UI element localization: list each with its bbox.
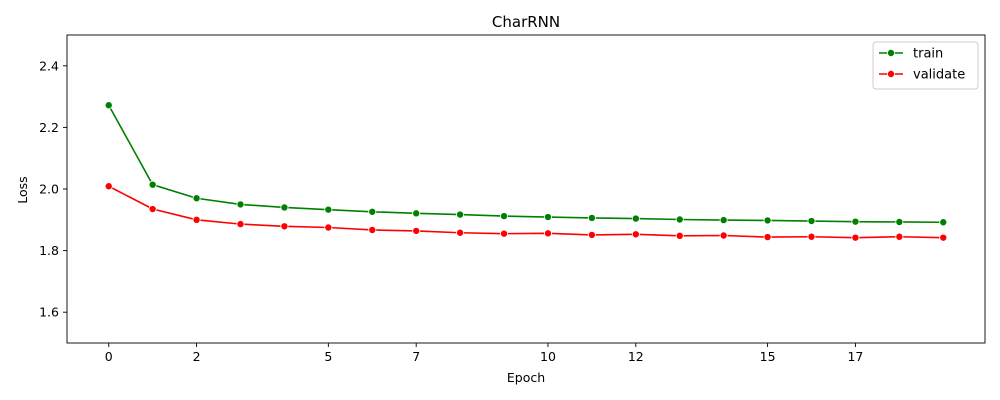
x-tick-label: 2 [193, 349, 201, 364]
data-point-train [631, 214, 640, 223]
y-axis-label: Loss [15, 176, 30, 203]
data-point-validate [456, 228, 465, 237]
data-point-validate [324, 223, 333, 232]
data-point-train [236, 200, 245, 209]
data-point-validate [895, 232, 904, 241]
data-point-train [412, 209, 421, 218]
data-point-train [587, 213, 596, 222]
data-point-validate [631, 230, 640, 239]
x-tick-label: 15 [760, 349, 776, 364]
data-point-train [324, 205, 333, 214]
data-point-train [456, 210, 465, 219]
data-point-train [500, 212, 509, 221]
data-point-train [807, 217, 816, 226]
data-point-validate [675, 231, 684, 240]
x-tick-label: 10 [540, 349, 556, 364]
x-axis-label: Epoch [507, 370, 545, 385]
y-tick-label: 2.0 [39, 182, 59, 197]
legend-marker-validate [887, 70, 896, 79]
data-point-train [104, 101, 113, 110]
y-tick-label: 2.2 [39, 120, 59, 135]
data-point-validate [192, 215, 201, 224]
data-point-train [368, 207, 377, 216]
x-tick-label: 7 [412, 349, 420, 364]
data-point-train [543, 213, 552, 222]
series-line-validate [108, 185, 944, 239]
data-point-train [851, 217, 860, 226]
data-point-validate [500, 229, 509, 238]
data-point-validate [543, 229, 552, 238]
data-point-train [719, 216, 728, 225]
data-point-validate [851, 233, 860, 242]
data-point-validate [368, 225, 377, 234]
legend-label-validate: validate [913, 68, 965, 83]
x-tick-label: 5 [324, 349, 332, 364]
y-tick-label: 1.6 [39, 305, 59, 320]
data-point-validate [939, 233, 948, 242]
x-tick-label: 17 [847, 349, 863, 364]
data-point-validate [587, 230, 596, 239]
data-point-validate [148, 205, 157, 214]
y-tick-label: 2.4 [39, 58, 59, 73]
x-tick-label: 12 [628, 349, 644, 364]
y-tick-label: 1.8 [39, 243, 59, 258]
data-point-train [675, 215, 684, 224]
data-point-validate [236, 220, 245, 229]
data-point-train [939, 218, 948, 227]
data-point-validate [763, 233, 772, 242]
data-point-train [763, 216, 772, 225]
data-point-validate [280, 222, 289, 231]
legend-label-train: train [913, 47, 943, 62]
chart-title: CharRNN [492, 13, 560, 31]
legend-marker-train [887, 49, 896, 58]
data-point-validate [104, 182, 113, 191]
plot-area: 0 2 5 7 10 12 15 17 1.6 1.8 2.0 2.2 2.4 [39, 34, 986, 364]
data-point-validate [412, 226, 421, 235]
data-point-train [148, 180, 157, 189]
data-point-validate [719, 231, 728, 240]
data-point-train [192, 194, 201, 203]
data-point-train [895, 217, 904, 226]
x-tick-label: 0 [105, 349, 113, 364]
legend: train validate [872, 41, 979, 90]
series-line-train [108, 104, 944, 224]
data-point-train [280, 203, 289, 212]
data-point-validate [807, 232, 816, 241]
